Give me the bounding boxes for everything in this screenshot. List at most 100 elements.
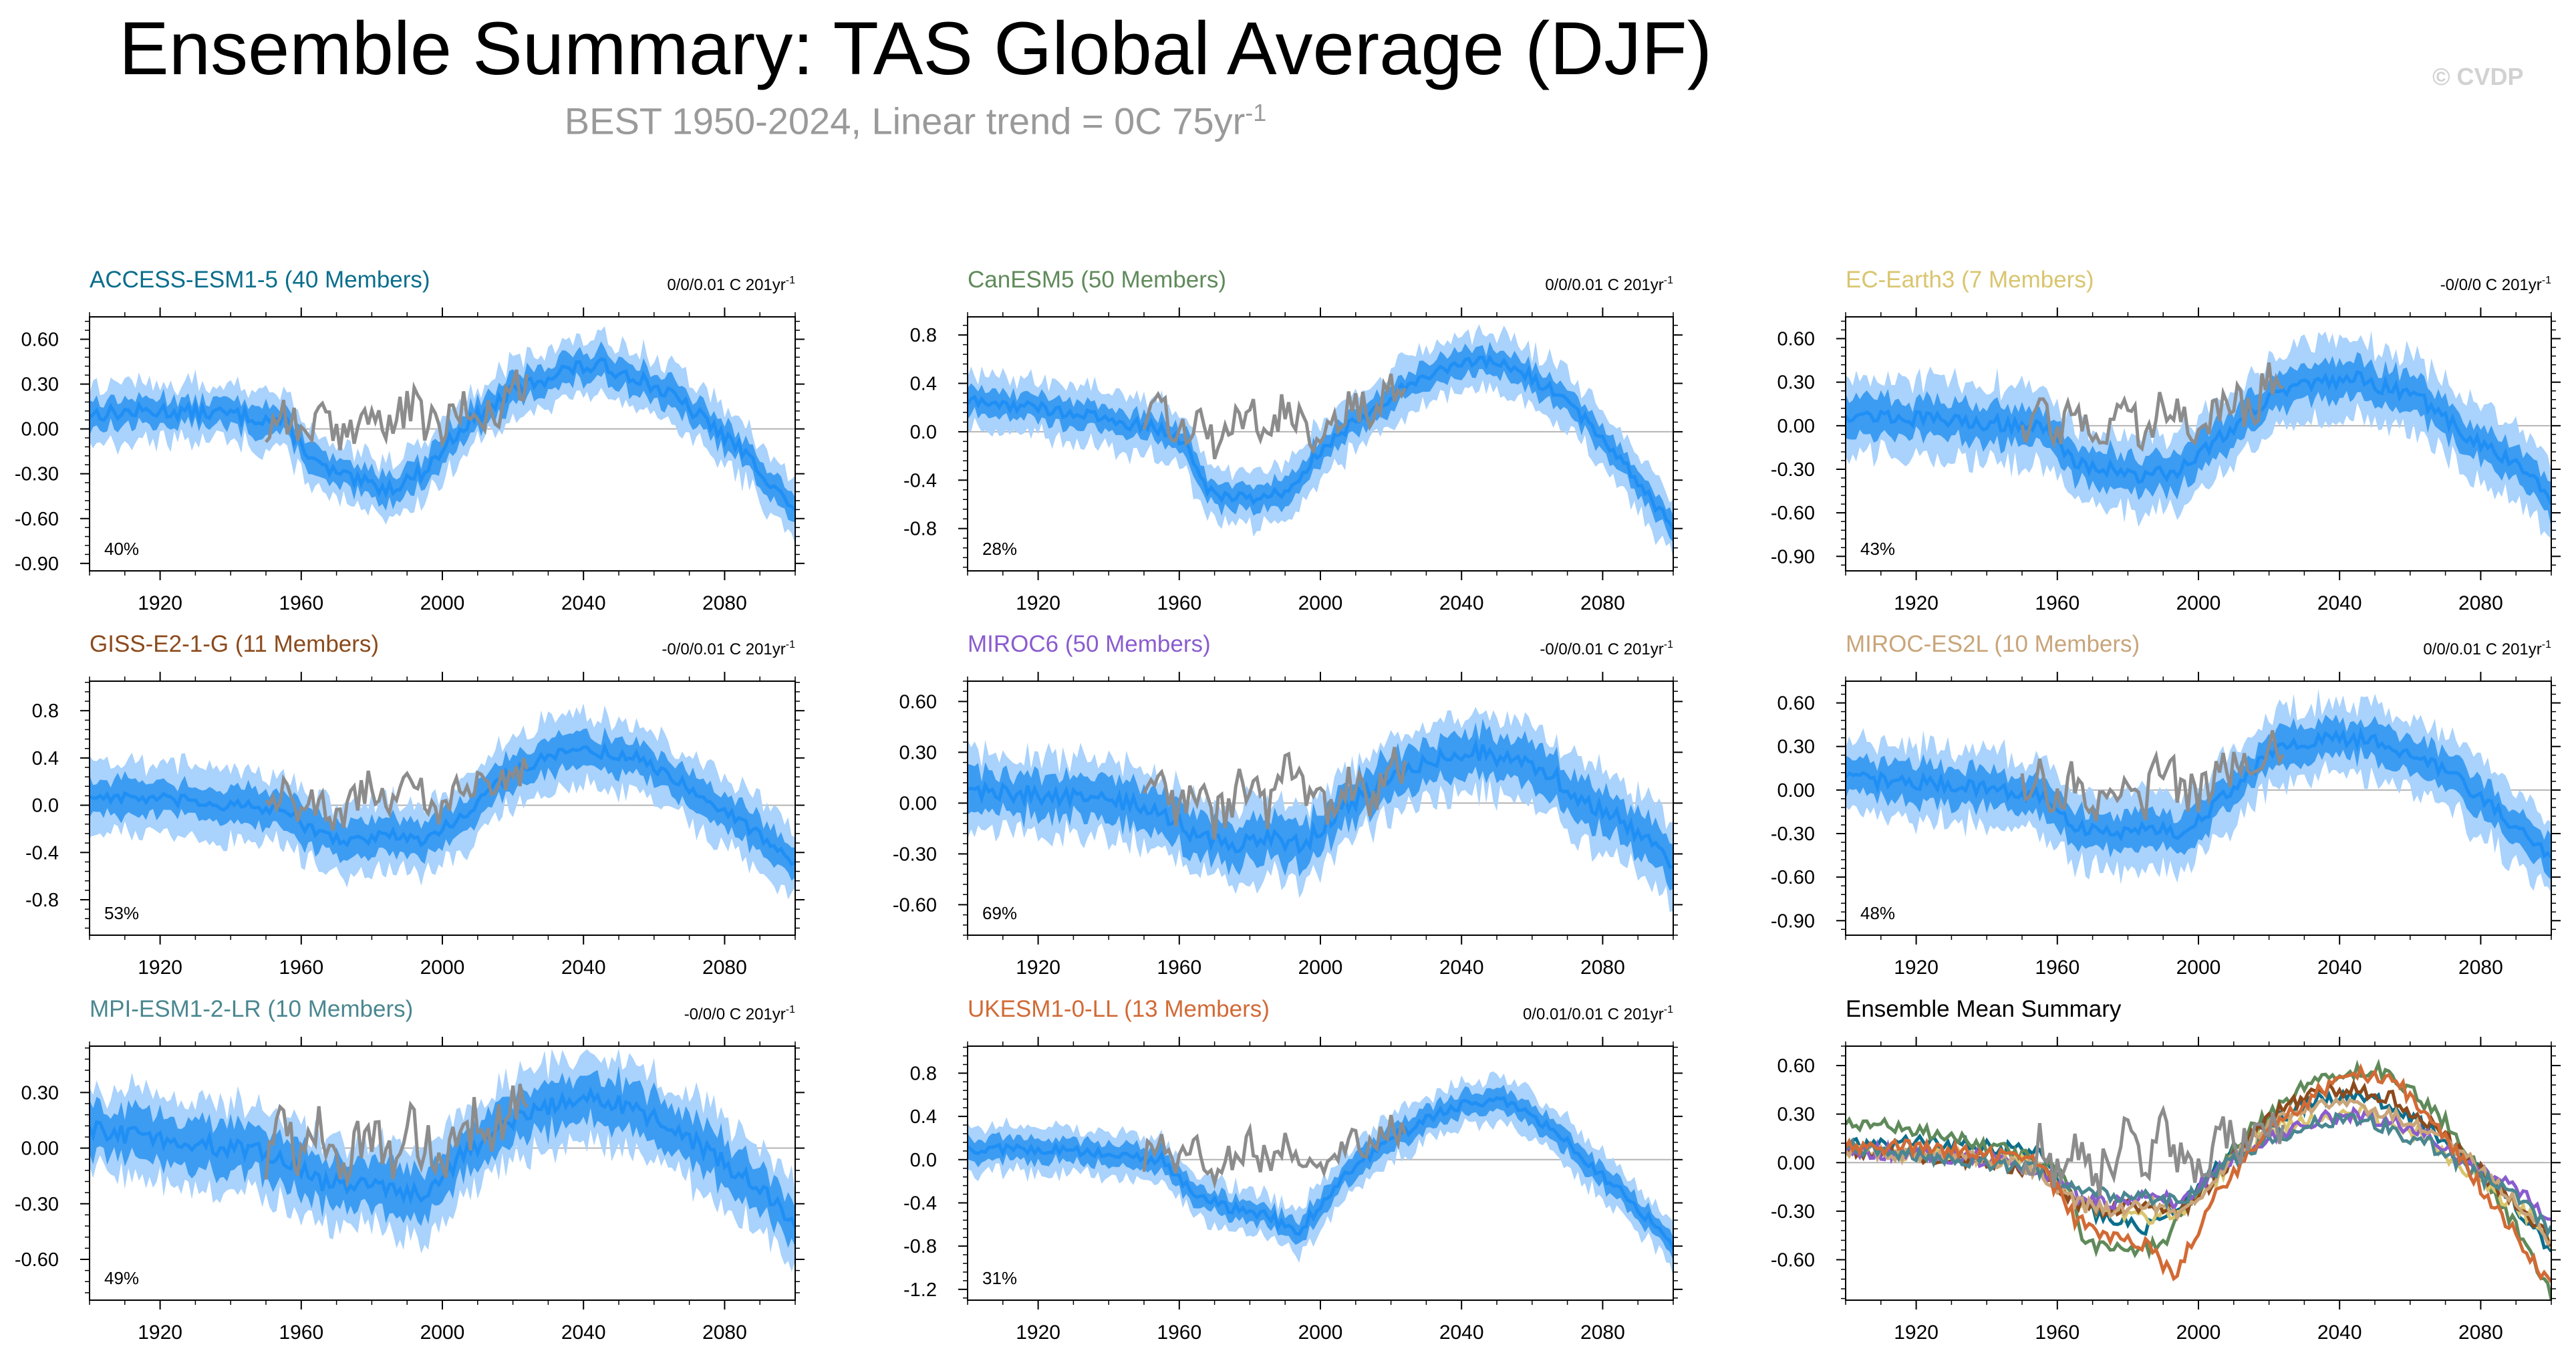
series-line-MPI-ESM1-2-LR [1846,1112,2551,1238]
y-tick-label: -0.60 [1771,503,1815,524]
y-tick-label: -0.30 [1771,459,1815,481]
trend-superscript: -1 [2542,275,2551,286]
page-subtitle: BEST 1950-2024, Linear trend = 0C 75yr-1 [0,99,1831,143]
y-tick-label: 0.30 [1777,1104,1815,1126]
y-tick-label: -0.90 [1771,546,1815,568]
trend-text: -0/0/0.01 C 201yr [662,640,785,658]
observed-line [1142,373,1407,460]
outer-spread-band [968,707,1673,912]
plot-area [90,703,795,900]
x-tick-label: 2080 [702,957,747,979]
observed-line [1142,1114,1407,1190]
percent-label: 48% [1860,903,1895,923]
x-tick-label: 2000 [2176,592,2221,614]
x-tick-label: 2040 [561,592,606,614]
x-tick-label: 2080 [2458,592,2503,614]
trend-superscript: -1 [2542,639,2551,650]
x-tick-label: 1960 [2035,957,2080,979]
trend-label: 0/0/0.01 C 201yr-1 [2423,639,2551,658]
y-tick-label: 0.00 [1777,1152,1815,1174]
observed-line [2020,730,2285,822]
y-tick-label: 0.30 [899,742,937,763]
x-tick-label: 2040 [1439,592,1484,614]
series-line-UKESM1-0-LL [1846,1063,2551,1283]
inner-spread-band [90,341,795,523]
y-tick-label: -0.60 [15,509,59,530]
y-tick-label: 0.60 [1777,693,1815,715]
panel-1: CanESM5 (50 Members) 0/0/0.01 C 201yr-1 19… [903,267,1683,614]
trend-superscript: -1 [1664,275,1673,286]
panel-title: ACCESS-ESM1-5 (40 Members) [90,267,430,293]
panel-title: MIROC6 (50 Members) [968,631,1211,657]
panel-0: ACCESS-ESM1-5 (40 Members) 0/0/0.01 C 201… [15,267,805,614]
y-tick-label: -0.4 [25,842,59,864]
y-tick-label: -0.4 [903,470,937,491]
observed-line [1142,747,1407,840]
y-tick-label: -1.2 [903,1279,937,1301]
x-tick-label: 1920 [138,592,182,614]
observed-line [265,757,529,831]
percent-label: 40% [104,539,139,559]
inner-spread-band [90,727,795,881]
observed-line [2020,362,2285,452]
x-tick-label: 2000 [420,592,465,614]
x-tick-label: 2080 [1580,592,1625,614]
panel-8: Ensemble Mean Summary 1920 1960 2000 2040 208… [1771,996,2561,1344]
x-tick-label: 2080 [702,592,747,614]
trend-superscript: -1 [786,639,795,650]
x-tick-label: 1920 [138,957,182,979]
panel-title: Ensemble Mean Summary [1846,996,2122,1022]
trend-text: -0/0/0 C 201yr [684,1005,786,1023]
ensemble-mean-line [968,1096,1673,1250]
outer-spread-band [968,1071,1673,1277]
y-tick-label: -0.90 [1771,910,1815,932]
x-tick-label: 1960 [2035,592,2080,614]
y-tick-label: 0.4 [910,1106,937,1128]
percent-label: 43% [1860,539,1895,559]
x-tick-label: 1960 [279,592,323,614]
percent-label: 69% [982,903,1017,923]
page-title: Ensemble Summary: TAS Global Average (DJ… [119,7,1712,90]
x-tick-label: 2040 [2317,957,2362,979]
inner-spread-band [90,1066,795,1248]
panel-5: MIROC-ES2L (10 Members) 0/0/0.01 C 201yr-… [1771,631,2561,979]
panel-3: GISS-E2-1-G (11 Members) -0/0/0.01 C 201y… [25,631,805,979]
x-tick-label: 2040 [561,957,606,979]
observed-line [265,369,529,451]
plot-area [968,1071,1673,1277]
ensemble-mean-line [968,738,1673,869]
x-tick-label: 2040 [1439,1322,1484,1344]
y-tick-label: -0.30 [1771,824,1815,845]
percent-label: 28% [982,539,1017,559]
y-tick-label: -0.30 [15,1194,59,1215]
ensemble-mean-line [968,354,1673,530]
y-tick-label: 0.60 [899,691,937,713]
series-line-MIROC-ES2L [1846,1096,2551,1246]
trend-label: -0/0/0 C 201yr-1 [684,1004,795,1023]
panel-title: CanESM5 (50 Members) [968,267,1226,293]
trend-text: 0/0/0.01 C 201yr [2423,640,2541,658]
panel-7: UKESM1-0-LL (13 Members) 0/0.01/0.01 C 20… [903,996,1683,1344]
plot-area [90,1048,795,1272]
x-tick-label: 2000 [1298,957,1343,979]
x-tick-label: 1960 [279,1322,323,1344]
y-tick-label: 0.00 [1777,780,1815,801]
x-tick-label: 1920 [138,1322,182,1344]
x-tick-label: 2040 [2317,1322,2362,1344]
trend-label: 0/0/0.01 C 201yr-1 [667,275,795,294]
x-tick-label: 2080 [1580,957,1625,979]
x-tick-label: 1920 [1894,1322,1939,1344]
x-tick-label: 1960 [2035,1322,2080,1344]
y-tick-label: -0.8 [903,1236,937,1257]
inner-spread-band [1846,352,2551,527]
panel-frame [1845,1045,2552,1301]
trend-text: -0/0/0.01 C 201yr [1540,640,1663,658]
trend-text: 0/0/0.01 C 201yr [667,276,785,294]
x-tick-label: 2000 [1298,1322,1343,1344]
plot-area [968,707,1673,912]
panel-title: UKESM1-0-LL (13 Members) [968,996,1270,1022]
copyright-label: © CVDP [2432,63,2524,90]
x-tick-label: 2000 [420,1322,465,1344]
plot-area [968,324,1673,559]
x-tick-label: 1960 [1157,1322,1201,1344]
